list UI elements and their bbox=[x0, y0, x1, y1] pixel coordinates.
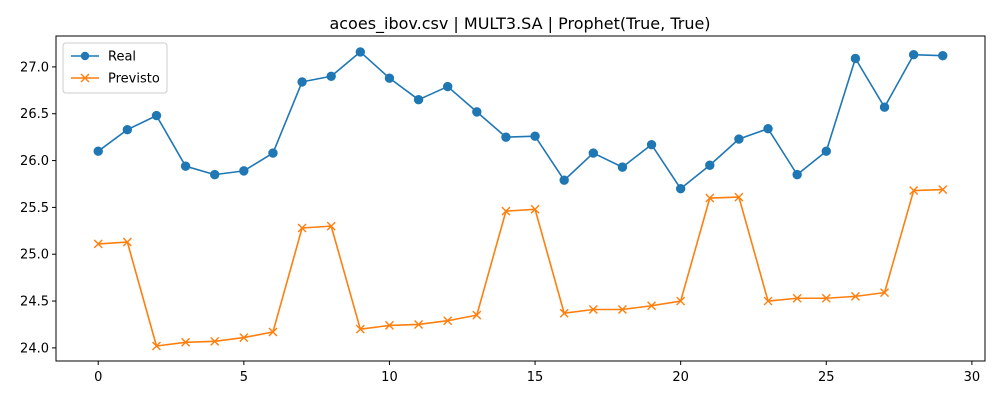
data-point-real bbox=[588, 148, 599, 158]
legend-marker-real bbox=[80, 51, 90, 61]
data-point-real bbox=[675, 183, 686, 194]
data-point-previsto bbox=[850, 291, 860, 301]
data-point-previsto bbox=[384, 320, 394, 330]
legend-label-previsto: Previsto bbox=[108, 72, 160, 87]
data-point-previsto bbox=[792, 293, 802, 303]
data-point-real bbox=[908, 50, 919, 60]
data-point-previsto bbox=[734, 192, 744, 202]
data-point-previsto bbox=[297, 223, 307, 233]
data-point-real bbox=[210, 169, 220, 180]
data-point-previsto bbox=[414, 319, 424, 329]
data-point-previsto bbox=[122, 237, 132, 247]
data-point-previsto bbox=[617, 304, 627, 314]
data-point-real bbox=[442, 81, 453, 92]
x-tick-label: 20 bbox=[672, 370, 689, 385]
x-tick-label: 25 bbox=[818, 370, 835, 385]
data-point-real bbox=[646, 139, 657, 150]
chart-title: acoes_ibov.csv | MULT3.SA | Prophet(True… bbox=[329, 14, 710, 34]
data-point-previsto bbox=[210, 336, 220, 346]
x-tick-label: 30 bbox=[964, 370, 981, 385]
data-point-real bbox=[501, 132, 511, 142]
y-tick-label: 27.0 bbox=[20, 60, 49, 75]
data-point-previsto bbox=[151, 341, 161, 351]
data-point-real bbox=[297, 77, 307, 87]
data-point-previsto bbox=[501, 206, 511, 216]
data-point-previsto bbox=[355, 324, 365, 334]
data-point-real bbox=[384, 73, 395, 83]
data-point-previsto bbox=[181, 337, 191, 347]
data-point-real bbox=[122, 124, 133, 135]
y-tick-label: 26.0 bbox=[20, 154, 49, 169]
legend-marker-previsto bbox=[80, 73, 90, 83]
data-point-previsto bbox=[821, 293, 831, 303]
series-line-real bbox=[97, 51, 943, 190]
data-point-real bbox=[879, 102, 890, 112]
data-point-real bbox=[559, 175, 569, 185]
data-point-real bbox=[180, 161, 191, 171]
data-point-previsto bbox=[472, 310, 482, 320]
y-tick-label: 24.0 bbox=[20, 341, 49, 356]
data-point-real bbox=[93, 146, 103, 156]
data-point-previsto bbox=[530, 204, 540, 214]
y-tick-label: 24.5 bbox=[20, 295, 49, 310]
axes-frame bbox=[55, 35, 986, 362]
data-point-previsto bbox=[93, 239, 103, 249]
data-point-real bbox=[268, 148, 278, 158]
data-point-previsto bbox=[443, 316, 453, 326]
y-tick-label: 25.5 bbox=[20, 201, 49, 216]
data-point-real bbox=[530, 131, 540, 141]
data-point-previsto bbox=[326, 221, 336, 231]
data-point-real bbox=[938, 50, 948, 61]
plot-area: 0 5 10 15 20 25 30 24.0 24.5 25.0 25.5 26.0 26.5 27.0… bbox=[20, 35, 986, 385]
data-point-previsto bbox=[647, 301, 657, 311]
data-point-previsto bbox=[909, 186, 919, 196]
data-point-real bbox=[763, 124, 773, 134]
data-point-real bbox=[821, 146, 831, 156]
data-point-previsto bbox=[588, 304, 598, 314]
data-point-real bbox=[413, 94, 424, 105]
x-tick-label: 0 bbox=[94, 370, 102, 385]
data-point-real bbox=[850, 53, 861, 64]
data-point-previsto bbox=[705, 193, 715, 203]
series-line-previsto bbox=[98, 188, 943, 347]
data-point-real bbox=[734, 134, 744, 144]
data-point-previsto bbox=[676, 296, 686, 306]
x-tick-label: 5 bbox=[240, 370, 248, 385]
data-point-real bbox=[617, 162, 628, 172]
data-point-previsto bbox=[559, 308, 569, 318]
data-point-real bbox=[355, 47, 366, 57]
x-tick-label: 15 bbox=[527, 370, 544, 385]
data-point-previsto bbox=[763, 296, 773, 306]
x-tick-label: 10 bbox=[381, 370, 398, 385]
data-point-previsto bbox=[239, 333, 249, 343]
data-point-real bbox=[326, 71, 336, 81]
legend-label-real: Real bbox=[108, 50, 136, 65]
data-point-previsto bbox=[938, 185, 948, 195]
data-point-real bbox=[239, 166, 249, 176]
data-point-real bbox=[705, 160, 715, 170]
y-tick-label: 25.0 bbox=[20, 248, 49, 263]
y-tick-label: 26.5 bbox=[20, 107, 49, 122]
data-point-real bbox=[472, 107, 482, 117]
data-point-real bbox=[792, 169, 802, 180]
data-point-previsto bbox=[268, 327, 278, 337]
data-point-real bbox=[151, 110, 162, 121]
data-point-previsto bbox=[880, 288, 890, 298]
